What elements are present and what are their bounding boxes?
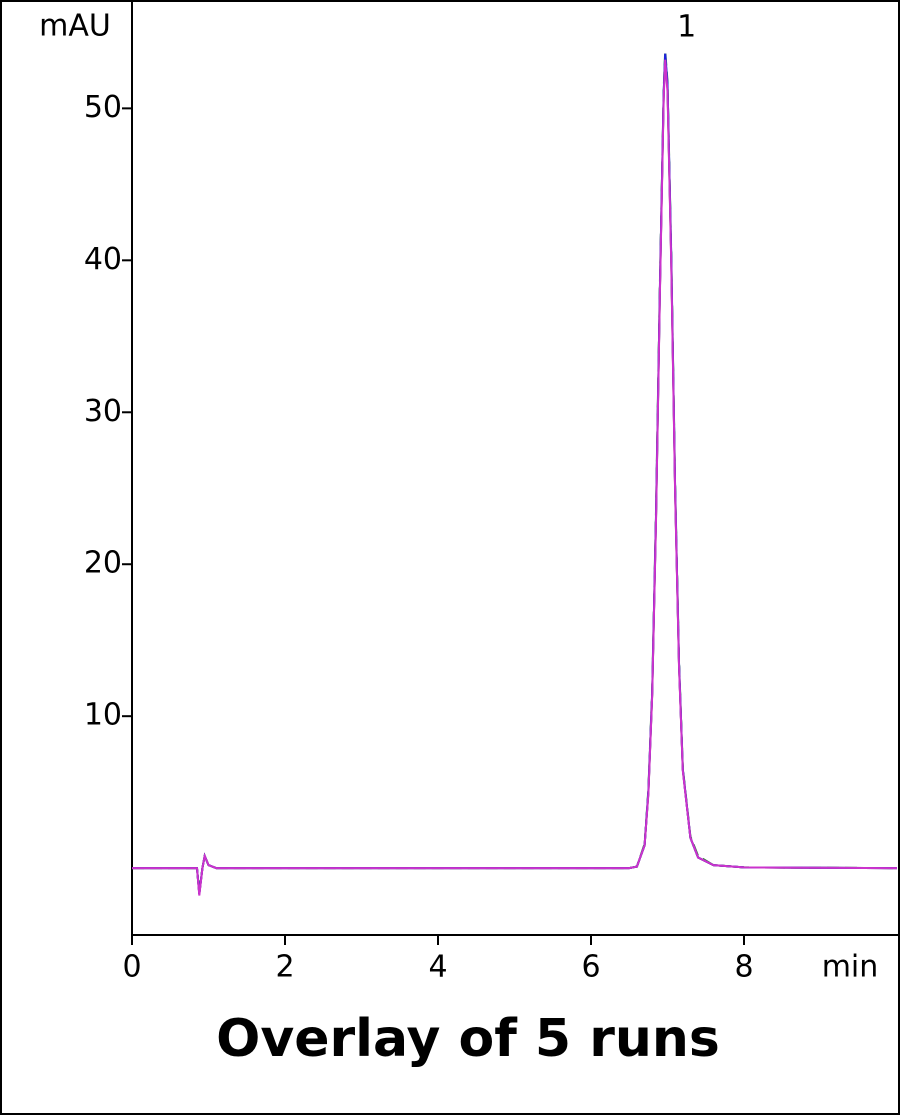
series-line — [132, 50, 898, 893]
chart-title: Overlay of 5 runs — [216, 1009, 720, 1069]
x-tick-label: 8 — [734, 950, 753, 985]
x-tick-label: 4 — [428, 950, 447, 985]
series-line — [132, 53, 898, 895]
y-tick-label: 20 — [84, 546, 122, 581]
series-line — [132, 55, 898, 895]
x-tick-label: 6 — [581, 950, 600, 985]
series-line — [132, 59, 898, 896]
y-tick-label: 10 — [84, 698, 122, 733]
y-tick-label: 30 — [84, 394, 122, 429]
y-tick-label: 50 — [84, 90, 122, 125]
x-tick-label: 2 — [275, 950, 294, 985]
y-tick-label: 40 — [84, 242, 122, 277]
x-tick-label: 0 — [122, 950, 141, 985]
peak-label: 1 — [677, 9, 696, 44]
y-axis-label: mAU — [39, 9, 111, 44]
series-line — [132, 58, 898, 895]
x-axis-label: min — [822, 950, 879, 985]
